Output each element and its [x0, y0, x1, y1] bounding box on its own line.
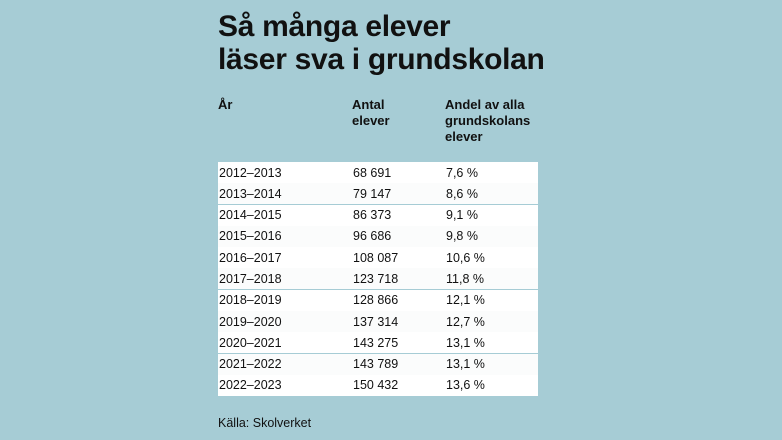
column-header-share: Andel av alla grundskolans elever — [445, 97, 530, 145]
table-row: 2012–2013 68 691 7,6 % — [218, 162, 538, 183]
cell-share: 12,7 % — [446, 314, 485, 329]
title-line-1: Så många elever — [218, 10, 451, 43]
table-row: 2019–2020 137 314 12,7 % — [218, 311, 538, 333]
cell-year: 2018–2019 — [219, 293, 282, 308]
source-note: Källa: Skolverket — [218, 416, 312, 430]
cell-count: 86 373 — [353, 208, 392, 223]
chart-title: Så många elever läser sva i grundskolan — [218, 10, 545, 76]
column-header-share-line-1: Andel av alla — [445, 97, 525, 112]
cell-count: 143 275 — [353, 335, 399, 350]
cell-share: 9,8 % — [446, 229, 478, 244]
table-row: 2016–2017 108 087 10,6 % — [218, 247, 538, 269]
cell-share: 12,1 % — [446, 293, 485, 308]
cell-share: 10,6 % — [446, 250, 485, 265]
column-header-year: År — [218, 97, 232, 113]
cell-year: 2020–2021 — [219, 335, 282, 350]
cell-year: 2021–2022 — [219, 357, 282, 372]
cell-share: 13,1 % — [446, 335, 485, 350]
cell-count: 96 686 — [353, 229, 392, 244]
cell-share: 8,6 % — [446, 186, 478, 201]
column-header-count: Antal elever — [352, 97, 390, 129]
table-row: 2015–2016 96 686 9,8 % — [218, 225, 538, 247]
cell-count: 123 718 — [353, 271, 399, 286]
table-row: 2022–2023 150 432 13,6 % — [218, 374, 538, 396]
table-row: 2021–2022 143 789 13,1 % — [218, 353, 538, 375]
cell-year: 2015–2016 — [219, 229, 282, 244]
column-header-share-line-2: grundskolans — [445, 113, 531, 128]
cell-year: 2022–2023 — [219, 378, 282, 393]
cell-year: 2017–2018 — [219, 271, 282, 286]
cell-count: 128 866 — [353, 293, 399, 308]
cell-year: 2013–2014 — [219, 186, 282, 201]
table-row: 2018–2019 128 866 12,1 % — [218, 289, 538, 311]
column-header-count-line-2: elever — [352, 113, 390, 128]
cell-count: 79 147 — [353, 186, 392, 201]
cell-share: 13,6 % — [446, 378, 485, 393]
column-header-year-line: År — [218, 97, 233, 112]
cell-year: 2014–2015 — [219, 208, 282, 223]
title-line-2: läser sva i grundskolan — [218, 43, 545, 76]
data-table: 2012–2013 68 691 7,6 % 2013–2014 79 147 8,6 %… — [218, 162, 538, 396]
table-row: 2014–2015 86 373 9,1 % — [218, 204, 538, 226]
cell-count: 137 314 — [353, 314, 399, 329]
cell-year: 2016–2017 — [219, 250, 282, 265]
column-header-count-line-1: Antal — [352, 97, 385, 112]
cell-year: 2019–2020 — [219, 314, 282, 329]
cell-count: 68 691 — [353, 165, 392, 180]
cell-share: 11,8 % — [446, 271, 484, 286]
column-header-share-line-3: elever — [445, 129, 483, 144]
table-row: 2017–2018 123 718 11,8 % — [218, 268, 538, 290]
cell-share: 9,1 % — [446, 208, 478, 223]
cell-year: 2012–2013 — [219, 165, 282, 180]
cell-share: 7,6 % — [446, 165, 478, 180]
cell-count: 108 087 — [353, 250, 399, 265]
cell-count: 150 432 — [353, 378, 399, 393]
table-row: 2013–2014 79 147 8,6 % — [218, 183, 538, 205]
table-row: 2020–2021 143 275 13,1 % — [218, 332, 538, 354]
cell-count: 143 789 — [353, 357, 399, 372]
cell-share: 13,1 % — [446, 357, 485, 372]
